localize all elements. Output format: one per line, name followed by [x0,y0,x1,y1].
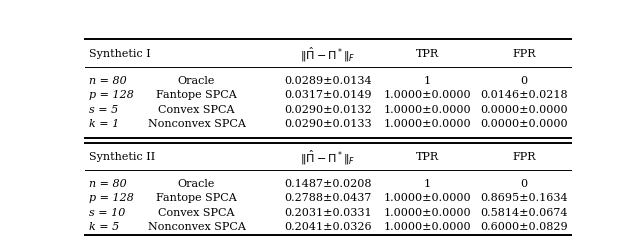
Text: Oracle: Oracle [178,76,215,86]
Text: TPR: TPR [415,49,439,59]
Text: Fantope SPCA: Fantope SPCA [156,90,237,100]
Text: 0.2788±0.0437: 0.2788±0.0437 [284,193,372,203]
Text: $\|\hat{\Pi} - \Pi^*\|_F$: $\|\hat{\Pi} - \Pi^*\|_F$ [300,45,356,64]
Text: FPR: FPR [512,152,536,162]
Text: 1.0000±0.0000: 1.0000±0.0000 [383,222,471,232]
Text: Nonconvex SPCA: Nonconvex SPCA [148,119,246,129]
Text: n = 80: n = 80 [89,76,127,86]
Text: Synthetic II: Synthetic II [89,152,155,162]
Text: 1.0000±0.0000: 1.0000±0.0000 [383,105,471,115]
Text: 0.0290±0.0132: 0.0290±0.0132 [284,105,372,115]
Text: 0.2031±0.0331: 0.2031±0.0331 [284,208,372,218]
Text: 0.0146±0.0218: 0.0146±0.0218 [480,90,568,100]
Text: 0: 0 [520,76,527,86]
Text: TPR: TPR [415,152,439,162]
Text: s = 10: s = 10 [89,208,125,218]
Text: Nonconvex SPCA: Nonconvex SPCA [148,222,246,232]
Text: Fantope SPCA: Fantope SPCA [156,193,237,203]
Text: k = 1: k = 1 [89,119,119,129]
Text: 0.5814±0.0674: 0.5814±0.0674 [480,208,568,218]
Text: 0.0290±0.0133: 0.0290±0.0133 [284,119,372,129]
Text: 1: 1 [424,178,431,188]
Text: 0.0000±0.0000: 0.0000±0.0000 [480,119,568,129]
Text: 0.2041±0.0326: 0.2041±0.0326 [284,222,372,232]
Text: 1: 1 [424,76,431,86]
Text: Oracle: Oracle [178,178,215,188]
Text: 0.6000±0.0829: 0.6000±0.0829 [480,222,568,232]
Text: 0.0000±0.0000: 0.0000±0.0000 [480,105,568,115]
Text: k = 5: k = 5 [89,222,119,232]
Text: 0.8695±0.1634: 0.8695±0.1634 [480,193,568,203]
Text: s = 5: s = 5 [89,105,118,115]
Text: 1.0000±0.0000: 1.0000±0.0000 [383,208,471,218]
Text: 1.0000±0.0000: 1.0000±0.0000 [383,90,471,100]
Text: 0.1487±0.0208: 0.1487±0.0208 [284,178,372,188]
Text: 1.0000±0.0000: 1.0000±0.0000 [383,119,471,129]
Text: 0.0289±0.0134: 0.0289±0.0134 [284,76,372,86]
Text: 0.0317±0.0149: 0.0317±0.0149 [284,90,372,100]
Text: Synthetic I: Synthetic I [89,49,150,59]
Text: FPR: FPR [512,49,536,59]
Text: $\|\hat{\Pi} - \Pi^*\|_F$: $\|\hat{\Pi} - \Pi^*\|_F$ [300,148,356,167]
Text: 1.0000±0.0000: 1.0000±0.0000 [383,193,471,203]
Text: Convex SPCA: Convex SPCA [158,105,235,115]
Text: p = 128: p = 128 [89,193,134,203]
Text: 0: 0 [520,178,527,188]
Text: Convex SPCA: Convex SPCA [158,208,235,218]
Text: n = 80: n = 80 [89,178,127,188]
Text: p = 128: p = 128 [89,90,134,100]
